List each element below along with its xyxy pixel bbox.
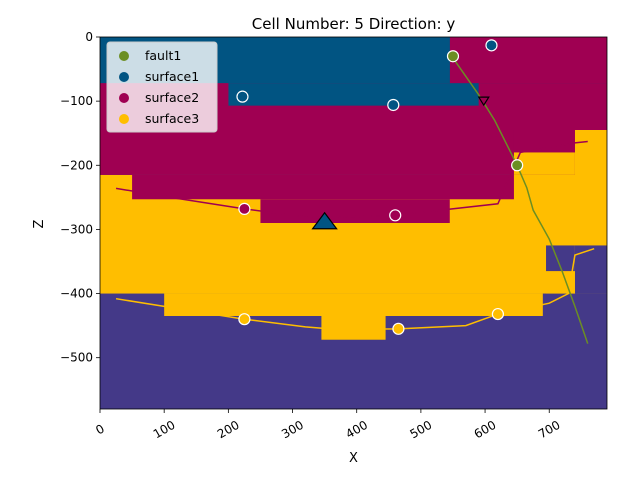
legend-label-fault1: fault1	[145, 48, 181, 63]
geology-block	[260, 199, 450, 223]
x-axis-label: X	[349, 451, 358, 466]
fault1-point	[446, 50, 460, 63]
x-tick-label: 100	[151, 418, 178, 442]
fault1-line	[451, 55, 589, 344]
fault1-point	[511, 159, 524, 172]
surface1-point	[387, 98, 400, 112]
geology-block	[321, 316, 386, 340]
geology-block	[478, 83, 607, 130]
surface2-point	[389, 209, 402, 222]
x-tick-label: 700	[536, 418, 563, 442]
legend: fault1 surface1 surface2 surface3	[106, 41, 218, 133]
y-tick-label: −500	[60, 351, 93, 365]
y-tick-label: −200	[60, 158, 93, 172]
geology-block	[513, 152, 575, 175]
x-tick-label: 400	[343, 418, 370, 442]
y-tick-label: 0	[85, 30, 93, 44]
x-axis: 0 100 200 300 400 500 600 700	[93, 409, 563, 442]
geology-block	[228, 83, 479, 106]
surface1-point	[236, 90, 249, 103]
surface2-point	[238, 202, 251, 215]
y-tick-label: −400	[60, 287, 93, 301]
y-axis-label: Z	[32, 219, 47, 228]
chart-title: Cell Number: 5 Direction: y	[252, 15, 456, 33]
legend-label-surface1: surface1	[145, 69, 199, 84]
x-tick-label: 200	[215, 418, 242, 442]
surface3-line	[115, 247, 595, 331]
y-tick-label: −300	[60, 222, 93, 236]
legend-label-surface2: surface2	[145, 90, 199, 105]
y-axis: 0 −100 −200 −300 −400 −500	[60, 30, 100, 365]
legend-marker-surface1	[119, 72, 129, 82]
y-tick-label: −100	[60, 94, 93, 108]
legend-marker-surface3	[119, 114, 129, 124]
geology-block	[513, 130, 575, 153]
x-tick-label: 0	[93, 422, 107, 438]
x-tick-label: 600	[472, 418, 499, 442]
legend-marker-surface2	[119, 93, 129, 103]
surface3-point	[392, 322, 405, 335]
x-tick-label: 300	[279, 418, 306, 442]
plot-frame	[99, 36, 608, 410]
surface1-point	[485, 39, 498, 52]
legend-label-surface3: surface3	[145, 111, 199, 126]
geology-block	[574, 245, 607, 294]
legend-box	[106, 41, 218, 133]
surface3-point	[491, 307, 504, 321]
geology-block	[574, 130, 607, 246]
geology-block	[132, 174, 514, 200]
legend-marker-fault1	[119, 51, 129, 61]
geology-block	[449, 37, 607, 84]
triangle-up-marker	[311, 211, 338, 230]
triangle-down-marker	[477, 96, 490, 107]
geology-block	[164, 293, 543, 316]
surface3-point	[238, 313, 251, 326]
x-tick-label: 500	[407, 418, 434, 442]
